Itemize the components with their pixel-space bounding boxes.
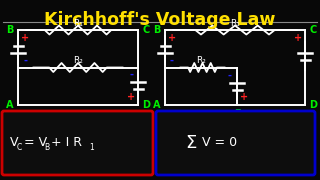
Text: -: - <box>228 71 232 80</box>
Text: V = 0: V = 0 <box>202 136 237 150</box>
FancyBboxPatch shape <box>2 111 153 175</box>
Text: R₁: R₁ <box>230 19 240 28</box>
Text: = V: = V <box>24 136 47 150</box>
FancyBboxPatch shape <box>156 111 315 175</box>
Text: + I R: + I R <box>51 136 82 150</box>
Text: A: A <box>6 100 14 110</box>
Text: D: D <box>142 100 150 110</box>
Text: B: B <box>6 25 14 35</box>
Text: B: B <box>44 143 49 152</box>
Text: +: + <box>127 92 135 102</box>
Text: D: D <box>309 100 317 110</box>
Text: +: + <box>168 33 176 43</box>
Text: C: C <box>142 25 150 35</box>
Text: C: C <box>309 25 316 35</box>
Text: C: C <box>17 143 22 152</box>
Text: E: E <box>234 109 240 119</box>
Text: B: B <box>153 25 161 35</box>
Text: V: V <box>10 136 19 150</box>
Text: R₂: R₂ <box>196 56 206 65</box>
Text: -: - <box>170 55 174 66</box>
Text: -: - <box>129 69 133 80</box>
Text: +: + <box>21 33 29 43</box>
Text: R₁: R₁ <box>73 19 83 28</box>
Text: Kirchhoff's Voltage Law: Kirchhoff's Voltage Law <box>44 11 276 29</box>
Text: R₂: R₂ <box>73 56 83 65</box>
Text: 1: 1 <box>89 143 94 152</box>
Text: +: + <box>294 33 302 43</box>
Text: -: - <box>23 55 27 66</box>
Text: +: + <box>240 92 248 102</box>
Text: Σ: Σ <box>185 134 196 152</box>
Text: A: A <box>153 100 161 110</box>
